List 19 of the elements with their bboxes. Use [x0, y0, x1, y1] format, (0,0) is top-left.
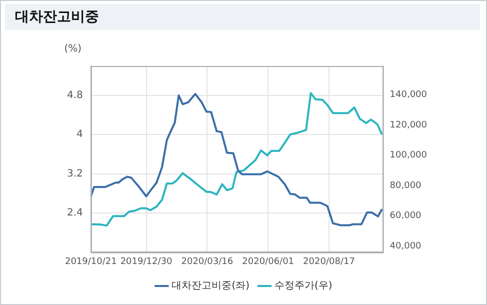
legend-label: 대차잔고비중(좌) [172, 280, 250, 292]
y-tick-label: 4.8 [66, 90, 83, 101]
y2-tick-label: 140,000 [390, 90, 428, 100]
legend-label: 수정주가(우) [274, 280, 332, 292]
y2-tick-label: 60,000 [390, 211, 422, 222]
x-tick-label: 2019/12/30 [120, 256, 172, 267]
chart-title: 대차잔고비중 [5, 4, 480, 30]
y2-tick-label: 120,000 [390, 120, 428, 130]
y-tick-label: 4 [76, 129, 83, 140]
x-tick-label: 2020/08/17 [303, 256, 355, 267]
y-tick-label: 3.2 [66, 168, 83, 180]
x-tick-label: 2020/06/01 [242, 256, 294, 267]
x-tick-label: 2020/03/16 [181, 256, 234, 267]
y2-tick-label: 80,000 [390, 180, 422, 191]
y2-tick-label: 100,000 [390, 150, 428, 161]
x-tick-label: 2019/10/21 [64, 256, 117, 267]
y-axis-title: (%) [64, 44, 82, 55]
y-tick-label: 2.4 [66, 208, 83, 219]
y2-tick-label: 40,000 [390, 241, 422, 252]
